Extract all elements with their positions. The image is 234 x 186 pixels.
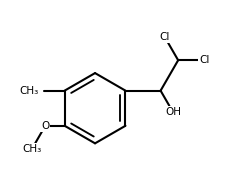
Text: O: O: [41, 121, 49, 131]
Text: CH₃: CH₃: [20, 86, 39, 96]
Text: OH: OH: [165, 107, 181, 117]
Text: CH₃: CH₃: [22, 144, 42, 154]
Text: Cl: Cl: [199, 55, 210, 65]
Text: Cl: Cl: [160, 32, 170, 42]
